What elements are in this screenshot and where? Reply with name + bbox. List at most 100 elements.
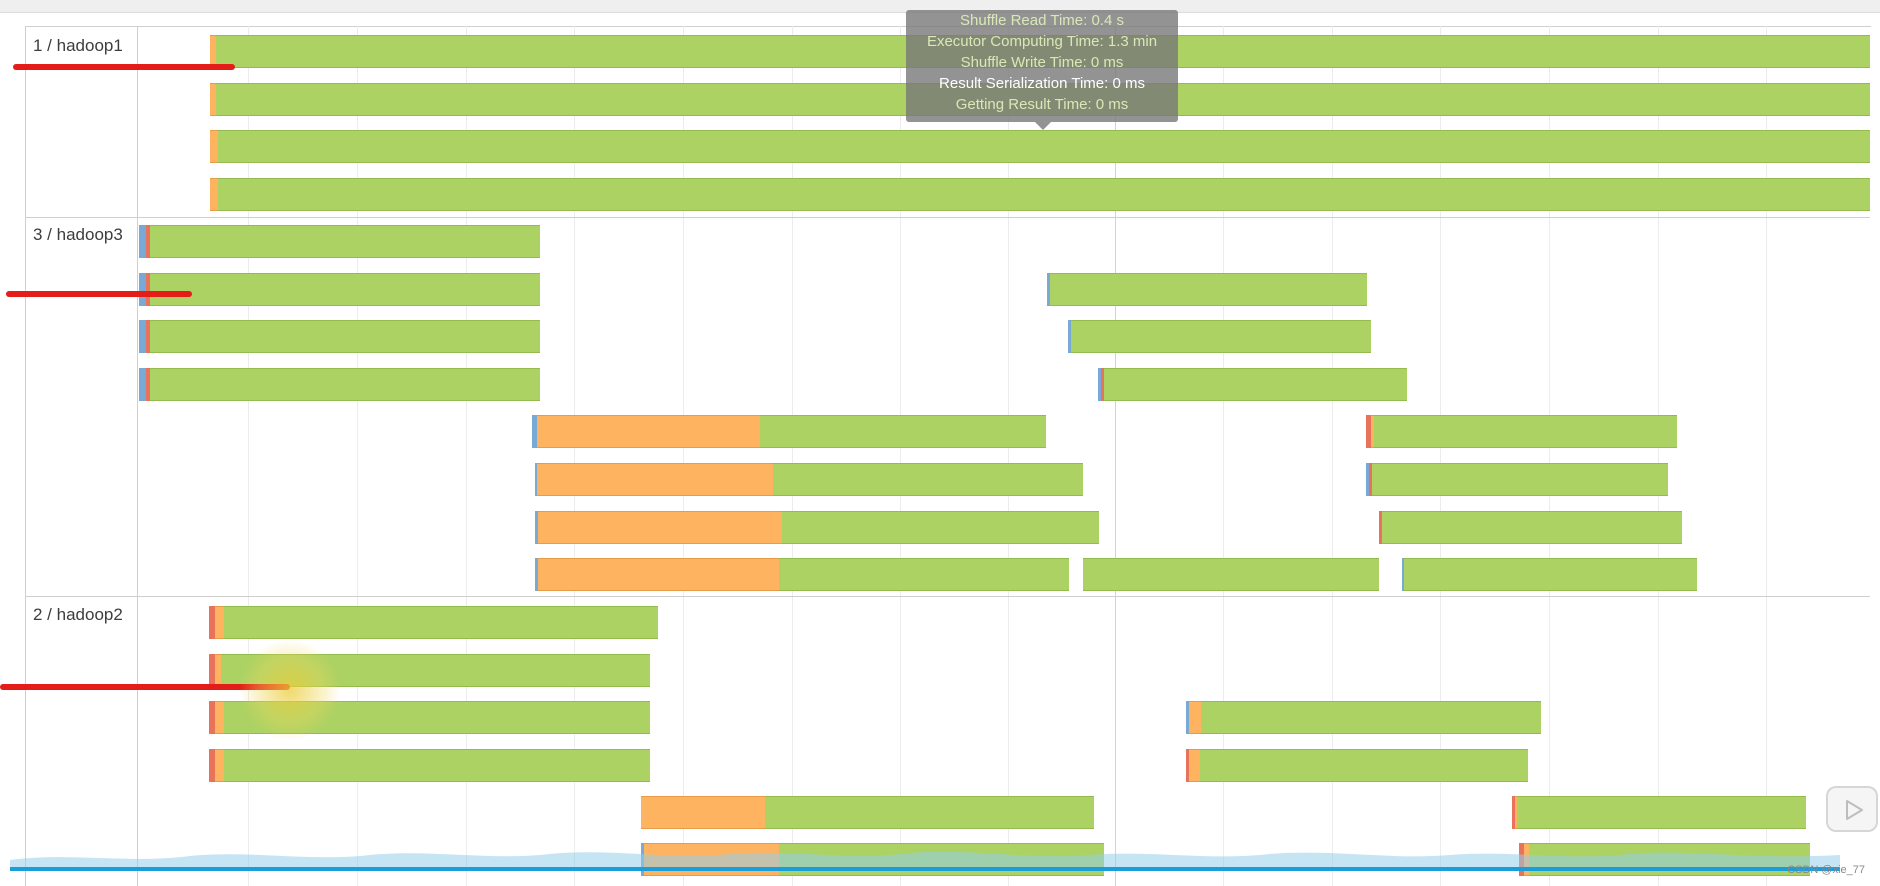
deserialization-segment <box>1101 368 1104 401</box>
scheduler-delay-segment <box>1402 558 1404 591</box>
shuffle-read-segment <box>1189 749 1200 782</box>
task-bar[interactable] <box>1047 273 1367 306</box>
task-bar[interactable] <box>1379 511 1682 544</box>
task-bar[interactable] <box>210 178 1870 211</box>
deserialization-segment <box>1366 415 1371 448</box>
task-bar[interactable] <box>209 749 650 782</box>
gridline <box>1658 26 1659 886</box>
tooltip-getting-result: Getting Result Time: 0 ms <box>955 96 1129 113</box>
gridline <box>357 26 358 886</box>
task-bar[interactable] <box>1402 558 1697 591</box>
executor-computing-segment <box>150 320 540 353</box>
executor-computing-segment <box>150 368 540 401</box>
task-bar[interactable] <box>139 225 540 258</box>
executor-computing-segment <box>1200 749 1528 782</box>
executor-computing-segment <box>218 178 1870 211</box>
red-annotation-mark <box>13 64 235 70</box>
scheduler-delay-segment <box>535 463 537 496</box>
executor-computing-segment <box>224 606 658 639</box>
executor-computing-segment <box>782 511 1099 544</box>
executor-computing-segment <box>1374 415 1677 448</box>
scheduler-delay-segment <box>532 415 537 448</box>
gridline <box>574 26 575 886</box>
executor-computing-segment <box>1517 796 1806 829</box>
deserialization-segment <box>146 320 150 353</box>
task-bar[interactable] <box>535 463 1083 496</box>
task-bar[interactable] <box>139 273 540 306</box>
task-bar[interactable] <box>1366 415 1677 448</box>
deserialization-segment <box>146 225 150 258</box>
shuffle-read-segment <box>641 796 765 829</box>
executor-computing-segment <box>1382 511 1682 544</box>
shuffle-read-segment <box>210 178 218 211</box>
task-bar[interactable] <box>139 368 540 401</box>
executor-computing-segment <box>773 463 1083 496</box>
scheduler-delay-segment <box>139 320 146 353</box>
gridline <box>248 26 249 886</box>
task-bar[interactable] <box>139 320 540 353</box>
gridline <box>1008 26 1009 886</box>
task-bar[interactable] <box>641 796 1094 829</box>
task-bar[interactable] <box>1068 320 1371 353</box>
shuffle-read-segment <box>537 415 760 448</box>
deserialization-segment <box>146 273 150 306</box>
executor-computing-segment <box>1201 701 1541 734</box>
scheduler-delay-segment <box>535 558 538 591</box>
executor-label-hadoop2: 2 / hadoop2 <box>33 605 123 624</box>
gridline <box>1549 26 1550 886</box>
task-bar[interactable] <box>532 415 1046 448</box>
watermark: CSDN @xie_77 <box>1787 864 1865 876</box>
deserialization-segment <box>209 749 215 782</box>
executor-computing-segment <box>1372 463 1668 496</box>
task-bar[interactable] <box>1366 463 1668 496</box>
executor-computing-segment <box>1050 273 1367 306</box>
play-button[interactable] <box>1826 786 1878 832</box>
deserialization-segment <box>1186 749 1189 782</box>
deserialization-segment <box>209 606 215 639</box>
executor-computing-segment <box>779 558 1069 591</box>
group-separator <box>25 596 1870 597</box>
task-bar[interactable] <box>1512 796 1806 829</box>
task-bar[interactable] <box>1186 701 1541 734</box>
deserialization-segment <box>209 701 215 734</box>
gridline <box>900 26 901 886</box>
shuffle-read-segment <box>538 558 779 591</box>
scheduler-delay-segment <box>139 225 146 258</box>
executor-computing-segment <box>1404 558 1697 591</box>
scheduler-delay-segment <box>1068 320 1071 353</box>
shuffle-read-segment <box>210 130 218 163</box>
cursor-highlight <box>240 640 340 740</box>
shuffle-read-segment <box>215 701 224 734</box>
scheduler-delay-segment <box>1098 368 1101 401</box>
deserialization-segment <box>1369 463 1372 496</box>
shuffle-read-segment <box>215 749 224 782</box>
executor-computing-segment <box>1083 558 1379 591</box>
task-bar[interactable] <box>1186 749 1528 782</box>
task-bar[interactable] <box>209 606 658 639</box>
task-bar[interactable] <box>1083 558 1379 591</box>
shuffle-read-segment <box>1371 415 1374 448</box>
shuffle-read-segment <box>538 511 782 544</box>
red-annotation-mark <box>0 684 290 690</box>
scheduler-delay-segment <box>1366 463 1369 496</box>
shuffle-read-segment <box>1515 796 1517 829</box>
shuffle-read-segment <box>1189 701 1201 734</box>
executor-computing-segment <box>150 225 540 258</box>
task-bar[interactable] <box>210 130 1870 163</box>
executor-label-column <box>25 26 138 886</box>
scheduler-delay-segment <box>139 273 146 306</box>
task-bar[interactable] <box>535 511 1099 544</box>
executor-computing-segment <box>1071 320 1371 353</box>
gridline <box>1766 26 1767 886</box>
executor-label-hadoop1: 1 / hadoop1 <box>33 36 123 55</box>
task-tooltip: Shuffle Read Time: 0.4 s Executor Comput… <box>906 10 1178 130</box>
deserialization-segment <box>1379 511 1382 544</box>
executor-computing-segment <box>150 273 540 306</box>
deserialization-segment <box>1512 796 1515 829</box>
gridline <box>1223 26 1224 886</box>
task-bar[interactable] <box>1098 368 1407 401</box>
gridline <box>1332 26 1333 886</box>
task-bar[interactable] <box>535 558 1069 591</box>
tooltip-executor-computing: Executor Computing Time: 1.3 min <box>926 33 1158 50</box>
